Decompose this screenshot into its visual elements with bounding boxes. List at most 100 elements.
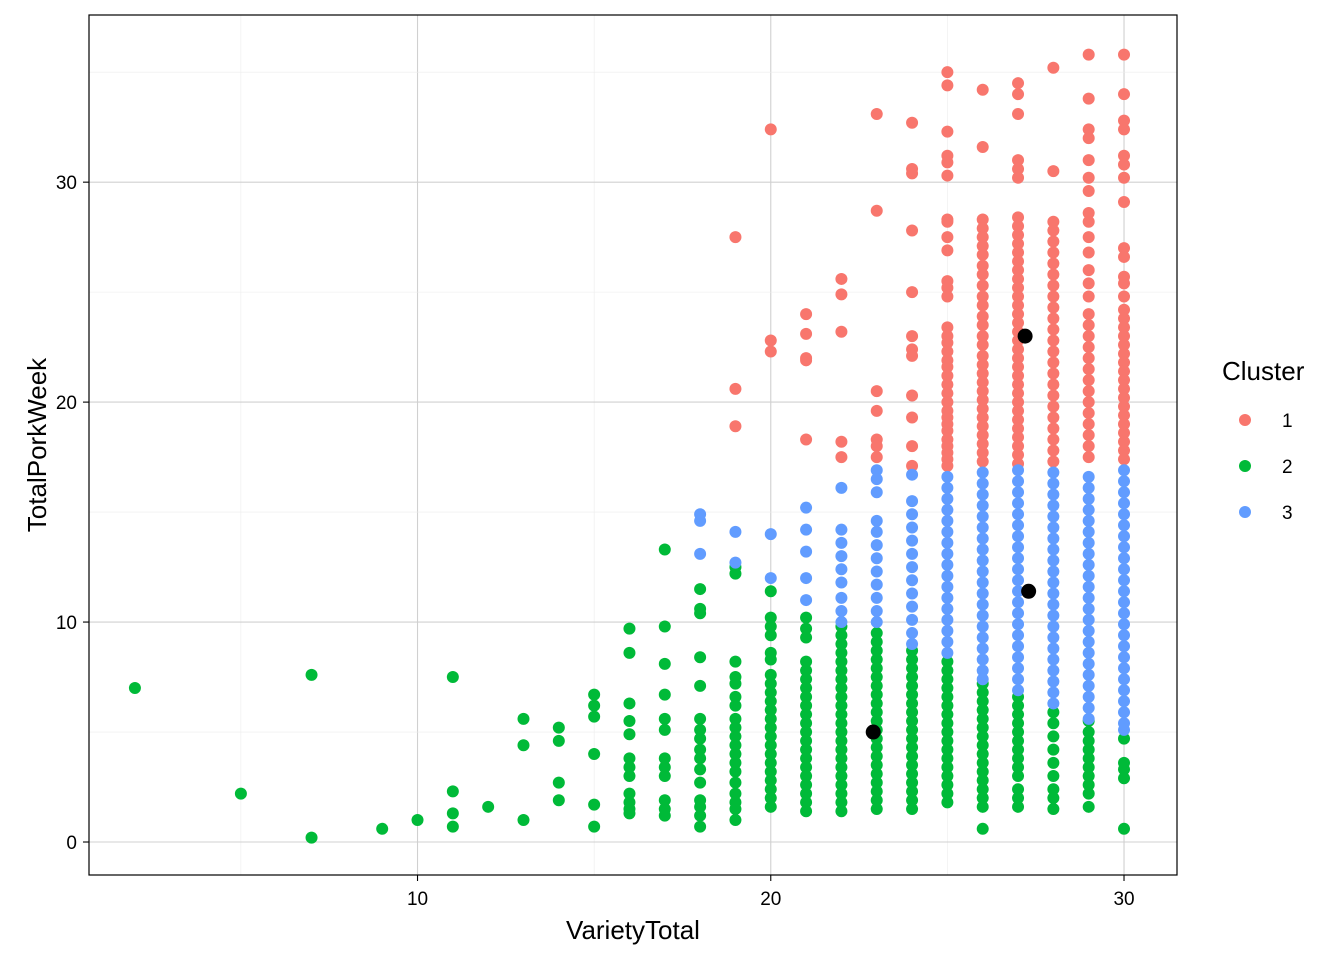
data-point-cluster-2 [800,655,813,668]
data-point-cluster-1 [1012,422,1025,435]
data-point-cluster-2 [729,655,742,668]
data-point-cluster-2 [835,638,848,651]
data-point-cluster-2 [588,820,601,833]
data-point-cluster-2 [835,629,848,642]
data-point-cluster-1 [906,167,919,180]
data-point-cluster-2 [1012,717,1025,730]
data-point-cluster-2 [870,706,883,719]
data-point-cluster-3 [906,547,919,560]
data-point-cluster-2 [694,712,707,725]
data-point-cluster-2 [305,668,318,681]
data-point-cluster-2 [941,778,954,791]
data-point-cluster-3 [1047,675,1060,688]
data-point-cluster-1 [976,349,989,362]
data-point-cluster-1 [1012,255,1025,268]
data-point-cluster-2 [870,803,883,816]
data-point-cluster-2 [729,787,742,800]
data-point-cluster-3 [1047,620,1060,633]
data-point-cluster-2 [1012,761,1025,774]
data-point-cluster-2 [941,743,954,756]
data-point-cluster-3 [694,547,707,560]
data-point-cluster-1 [976,259,989,272]
data-point-cluster-1 [1012,299,1025,312]
data-points [128,48,1131,844]
data-point-cluster-2 [658,688,671,701]
data-point-cluster-1 [1012,290,1025,303]
data-point-cluster-2 [870,635,883,648]
data-point-cluster-2 [764,792,777,805]
data-point-cluster-2 [764,668,777,681]
data-point-cluster-3 [1082,492,1095,505]
data-point-cluster-3 [1118,464,1131,477]
data-point-cluster-1 [1118,195,1131,208]
data-point-cluster-1 [976,310,989,323]
data-point-cluster-3 [976,466,989,479]
data-point-cluster-1 [1012,440,1025,453]
data-point-cluster-2 [835,690,848,703]
data-point-cluster-1 [1047,389,1060,402]
data-point-cluster-3 [976,554,989,567]
data-point-cluster-1 [1118,114,1131,127]
data-point-cluster-1 [1082,92,1095,105]
data-point-cluster-1 [835,325,848,338]
data-point-cluster-3 [976,521,989,534]
data-point-cluster-2 [800,611,813,624]
data-point-cluster-2 [800,734,813,747]
data-point-cluster-2 [835,752,848,765]
data-point-cluster-3 [906,521,919,534]
data-point-cluster-2 [1012,783,1025,796]
data-point-cluster-3 [1118,684,1131,697]
data-point-cluster-3 [1082,690,1095,703]
data-point-cluster-2 [623,715,636,728]
data-point-cluster-2 [764,756,777,769]
data-point-cluster-1 [1012,431,1025,444]
data-point-cluster-2 [658,620,671,633]
data-point-cluster-2 [800,682,813,695]
data-point-cluster-3 [1047,576,1060,589]
data-point-cluster-3 [906,587,919,600]
data-point-cluster-3 [1012,673,1025,686]
data-point-cluster-3 [976,620,989,633]
data-point-cluster-1 [941,345,954,358]
data-point-cluster-2 [1047,770,1060,783]
data-point-cluster-2 [729,776,742,789]
data-point-cluster-1 [1012,88,1025,101]
data-point-cluster-3 [941,503,954,516]
data-point-cluster-3 [1047,631,1060,644]
data-point-cluster-3 [1047,664,1060,677]
data-point-cluster-1 [1118,123,1131,136]
data-point-cluster-2 [446,820,459,833]
data-point-cluster-2 [870,741,883,754]
data-point-cluster-2 [835,743,848,756]
y-axis-title: TotalPorkWeek [22,357,52,532]
data-point-cluster-1 [1118,158,1131,171]
data-point-cluster-2 [764,783,777,796]
data-point-cluster-1 [870,404,883,417]
data-point-cluster-3 [941,602,954,615]
data-point-cluster-2 [976,792,989,805]
data-point-cluster-2 [482,800,495,813]
data-point-cluster-1 [1047,279,1060,292]
data-point-cluster-2 [941,761,954,774]
data-point-cluster-1 [976,319,989,332]
y-tick-label: 20 [56,393,77,414]
data-point-cluster-2 [906,679,919,692]
data-point-cluster-1 [729,420,742,433]
data-point-cluster-2 [1047,803,1060,816]
data-point-cluster-3 [941,470,954,483]
data-point-cluster-3 [1118,662,1131,675]
data-point-cluster-1 [976,83,989,96]
data-point-cluster-3 [870,578,883,591]
data-point-cluster-2 [870,759,883,772]
data-point-cluster-2 [764,620,777,633]
legend: Cluster 1 2 3 [1222,356,1305,524]
data-point-cluster-2 [870,671,883,684]
data-point-cluster-1 [906,389,919,402]
data-point-cluster-1 [1082,154,1095,167]
legend-title: Cluster [1222,356,1305,386]
data-point-cluster-1 [1047,422,1060,435]
data-point-cluster-1 [1012,237,1025,250]
data-point-cluster-1 [1082,206,1095,219]
data-point-cluster-2 [870,662,883,675]
data-point-cluster-1 [1012,211,1025,224]
